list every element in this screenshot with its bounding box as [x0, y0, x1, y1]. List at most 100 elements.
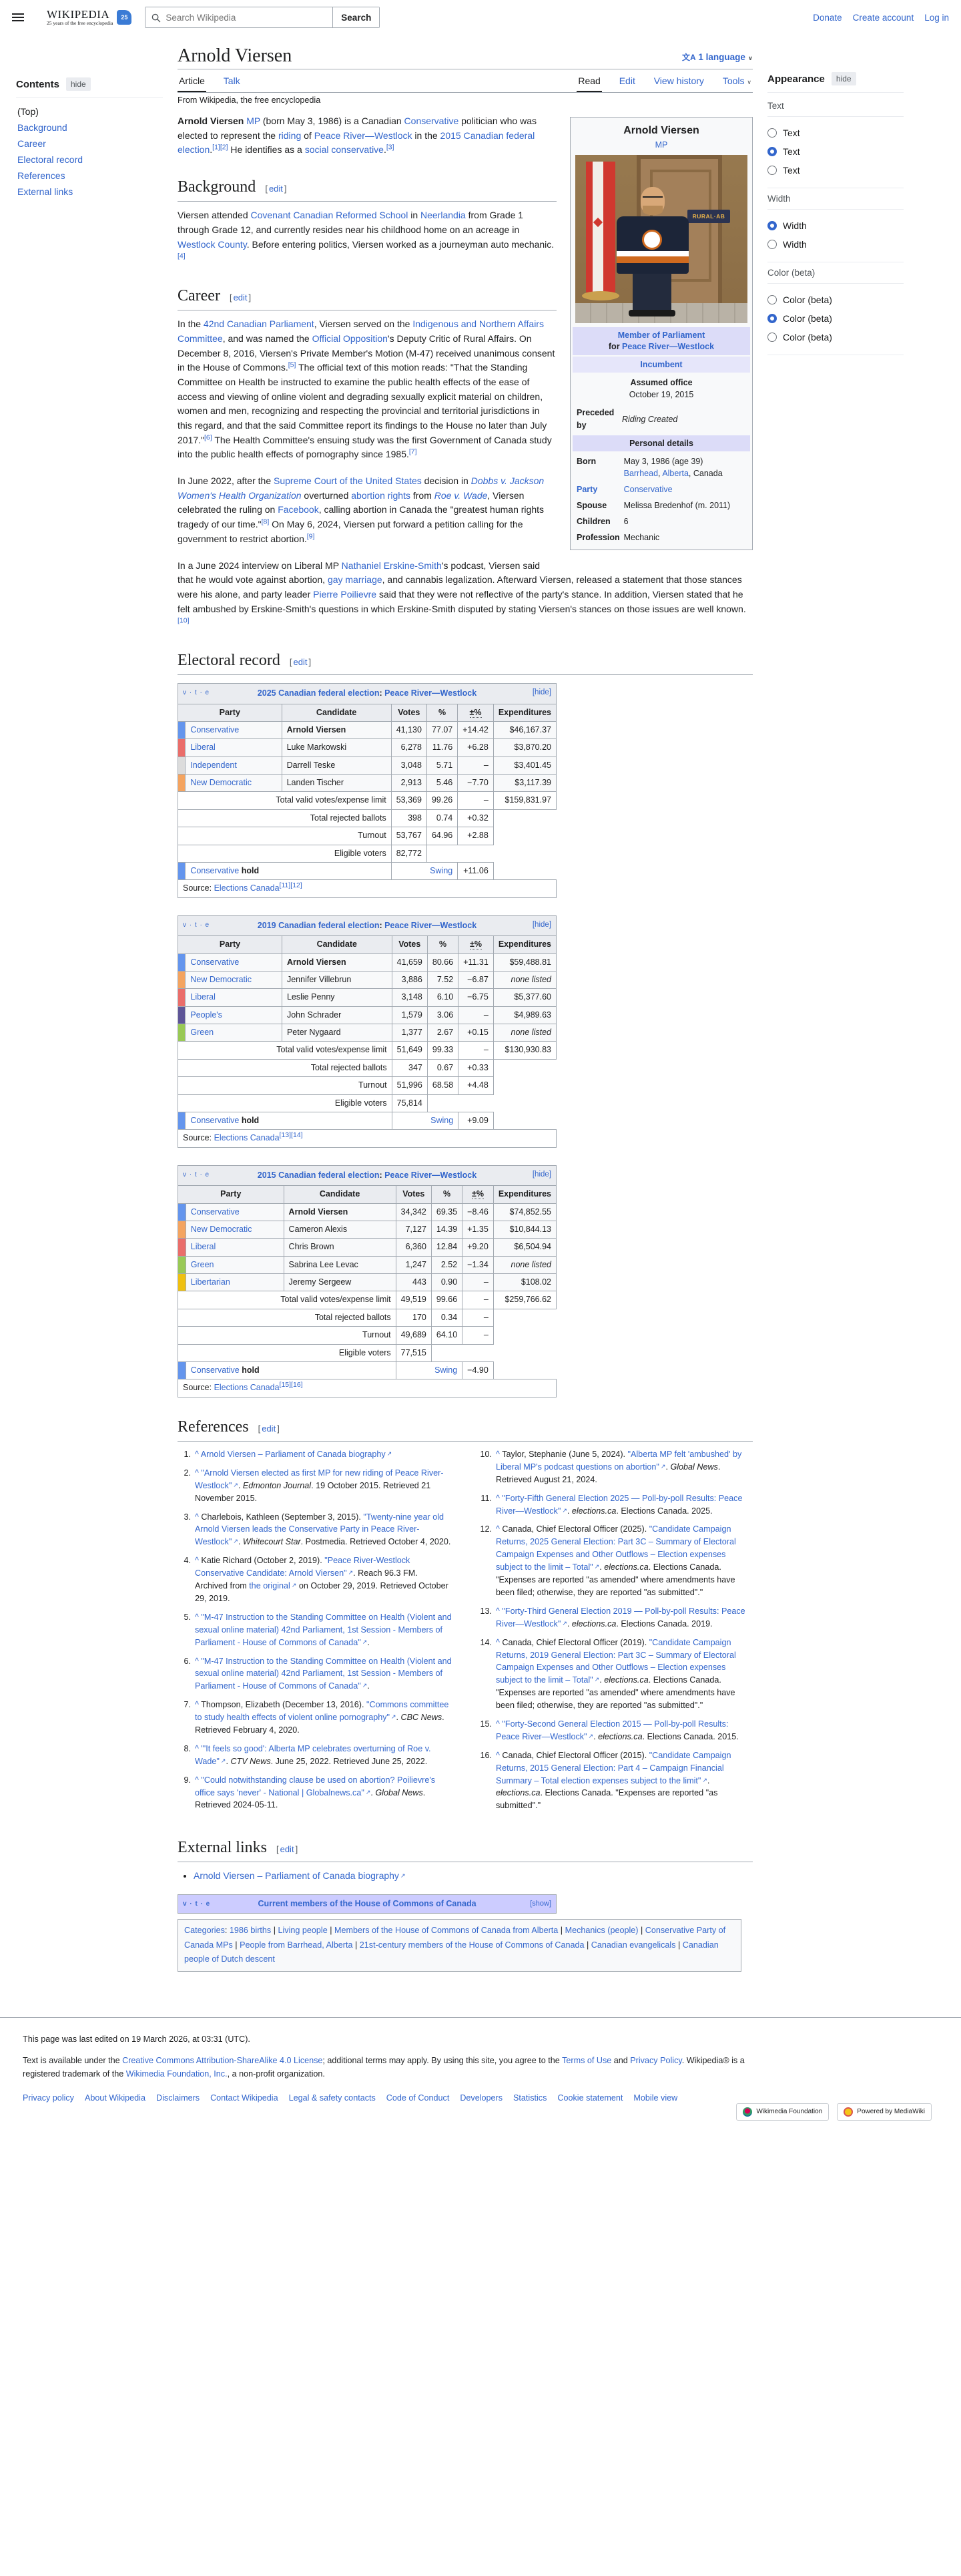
link[interactable]: "'It feels so good': Alberta MP celebrat…: [195, 1743, 431, 1766]
party-cell[interactable]: Green: [185, 1024, 282, 1042]
link[interactable]: Categories: [184, 1926, 225, 1936]
link[interactable]: [11][12]: [279, 881, 302, 890]
sidebar-item[interactable]: Electoral record: [17, 154, 83, 165]
link[interactable]: ↗: [391, 1713, 396, 1721]
footer-link[interactable]: Contact Wikipedia: [210, 2093, 278, 2103]
link[interactable]: Dobbs v. Jackson Women's Health Organiza…: [178, 475, 545, 501]
result-label[interactable]: Conservative hold: [185, 1361, 396, 1380]
link[interactable]: ^: [496, 1606, 503, 1616]
sidebar-item[interactable]: Career: [17, 138, 46, 149]
link[interactable]: Covenant Canadian Reformed School: [250, 210, 408, 221]
search-button[interactable]: Search: [332, 7, 380, 27]
tab-article[interactable]: Article: [178, 69, 206, 92]
categories-box[interactable]: Categories: 1986 births | Living people …: [178, 1919, 741, 1972]
party-cell[interactable]: Green: [185, 1255, 284, 1275]
link[interactable]: ^: [496, 1524, 503, 1534]
reference-text[interactable]: ^ Katie Richard (October 2, 2019). "Peac…: [195, 1554, 452, 1605]
link[interactable]: [6]: [204, 433, 212, 442]
wikipedia-logo[interactable]: WIKIPEDIA 25 years of the free encyclope…: [47, 8, 132, 27]
edit-link[interactable]: [edit]: [289, 656, 312, 667]
link[interactable]: Green: [190, 1259, 214, 1269]
link[interactable]: ↗: [400, 1872, 406, 1880]
search-input[interactable]: [145, 7, 333, 27]
link[interactable]: Conservative: [404, 116, 459, 126]
link[interactable]: Nathaniel Erskine-Smith: [341, 560, 442, 571]
appearance-option[interactable]: Text: [767, 161, 904, 180]
tab-edit[interactable]: Edit: [619, 75, 635, 86]
edit-link[interactable]: [edit]: [229, 292, 252, 302]
source-text[interactable]: Source: Elections Canada[15][16]: [178, 1379, 557, 1398]
wikimedia-foundation-badge[interactable]: Wikimedia Foundation: [736, 2103, 830, 2121]
link[interactable]: ^: [496, 1493, 503, 1503]
link[interactable]: 21st-century members of the House of Com…: [359, 1940, 585, 1950]
link[interactable]: Wikimedia Foundation, Inc.: [125, 2069, 228, 2079]
radio-button[interactable]: [767, 128, 777, 138]
party-cell[interactable]: New Democratic: [185, 773, 282, 793]
appearance-option[interactable]: Color (beta): [767, 290, 904, 309]
link[interactable]: [1][2]: [212, 143, 228, 152]
link[interactable]: ^: [195, 1775, 202, 1785]
infobox-mp-link[interactable]: MP: [655, 140, 668, 150]
link[interactable]: "Alberta MP felt 'ambushed' by Liberal M…: [496, 1450, 742, 1472]
navbox-title-link[interactable]: Current members of the House of Commons …: [258, 1899, 476, 1909]
link[interactable]: ^: [496, 1719, 503, 1729]
reference-text[interactable]: ^ "Forty-Fifth General Election 2025 — P…: [496, 1492, 753, 1518]
header-link[interactable]: Log in: [924, 13, 949, 23]
radio-button[interactable]: [767, 295, 777, 304]
link[interactable]: Peace River—Westlock: [384, 1170, 477, 1180]
party-cell[interactable]: Liberal: [185, 1238, 284, 1257]
link[interactable]: Neerlandia: [420, 210, 466, 221]
link[interactable]: ↗: [594, 1676, 600, 1683]
link[interactable]: Pierre Poilievre: [313, 588, 377, 600]
link[interactable]: 1986 births: [229, 1926, 272, 1936]
reference-text[interactable]: ^ "'It feels so good': Alberta MP celebr…: [195, 1743, 452, 1768]
edit-link[interactable]: [edit]: [258, 1423, 280, 1434]
link[interactable]: 2015 Canadian federal election: [257, 1170, 380, 1180]
link[interactable]: "Forty-Second General Election 2015 — Po…: [496, 1719, 729, 1741]
election-title[interactable]: 2015 Canadian federal election: Peace Ri…: [258, 1170, 476, 1180]
sidebar-item[interactable]: (Top): [17, 106, 39, 117]
swing-link[interactable]: Swing: [395, 1361, 463, 1380]
row-label[interactable]: Party: [577, 485, 598, 495]
link[interactable]: [10]: [178, 616, 190, 625]
main-menu-icon[interactable]: [12, 13, 24, 21]
riding-link[interactable]: Peace River—Westlock: [622, 342, 715, 352]
vte-links[interactable]: v · t · e: [183, 1900, 211, 1908]
link[interactable]: "Twenty-nine year old Arnold Viersen lea…: [195, 1512, 444, 1547]
footer-link[interactable]: About Wikipedia: [84, 2093, 145, 2103]
link[interactable]: [7]: [408, 447, 417, 456]
link[interactable]: Conservative: [190, 957, 240, 967]
link[interactable]: New Democratic: [190, 1224, 252, 1234]
external-link-item[interactable]: Arnold Viersen – Parliament of Canada bi…: [194, 1869, 753, 1884]
link[interactable]: ↗: [220, 1757, 226, 1764]
link[interactable]: [13][14]: [279, 1131, 303, 1140]
link[interactable]: abortion rights: [351, 489, 410, 501]
header-link[interactable]: Donate: [813, 13, 842, 23]
link[interactable]: Indigenous and Northern Affairs Committe…: [178, 318, 544, 344]
link[interactable]: Facebook: [278, 504, 319, 515]
link[interactable]: ↗: [386, 1450, 392, 1458]
footer-link[interactable]: Privacy policy: [23, 2093, 74, 2103]
party-cell[interactable]: Libertarian: [185, 1273, 284, 1292]
reference-text[interactable]: ^ Canada, Chief Electoral Officer (2019)…: [496, 1637, 753, 1712]
appearance-option[interactable]: Text: [767, 124, 904, 142]
link[interactable]: 42nd Canadian Parliament: [203, 318, 314, 330]
link[interactable]: People's: [190, 1010, 222, 1020]
link[interactable]: ^: [195, 1468, 202, 1478]
link[interactable]: Green: [190, 1028, 214, 1038]
link[interactable]: social conservative: [304, 144, 384, 156]
contents-hide-button[interactable]: hide: [66, 77, 91, 91]
link[interactable]: Conservative Party of Canada MPs: [184, 1926, 726, 1950]
footer-link[interactable]: Mobile view: [633, 2093, 678, 2103]
party-cell[interactable]: Independent: [185, 756, 282, 775]
sidebar-item[interactable]: External links: [17, 186, 73, 197]
link[interactable]: Privacy Policy: [630, 2055, 682, 2065]
link[interactable]: ↗: [362, 1638, 368, 1645]
result-label[interactable]: Conservative hold: [185, 1111, 392, 1130]
vte-links[interactable]: v · t · e: [183, 921, 210, 929]
party-cell[interactable]: Liberal: [185, 988, 282, 1007]
appearance-option[interactable]: Color (beta): [767, 309, 904, 328]
link[interactable]: ^: [496, 1637, 503, 1647]
link[interactable]: Conservative: [190, 1365, 240, 1375]
link[interactable]: [3]: [386, 143, 394, 152]
